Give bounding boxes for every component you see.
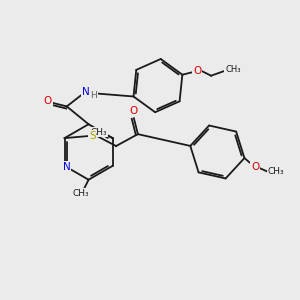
Text: CH₃: CH₃ — [90, 128, 107, 137]
Text: S: S — [89, 131, 96, 141]
Text: N: N — [82, 86, 89, 97]
Text: H: H — [90, 91, 97, 100]
Text: CH₃: CH₃ — [72, 189, 89, 198]
Text: CH₃: CH₃ — [225, 65, 241, 74]
Text: O: O — [193, 66, 201, 76]
Text: CH₃: CH₃ — [268, 167, 284, 176]
Text: O: O — [44, 97, 52, 106]
Text: O: O — [251, 162, 260, 172]
Text: N: N — [63, 162, 70, 172]
Text: O: O — [130, 106, 138, 116]
